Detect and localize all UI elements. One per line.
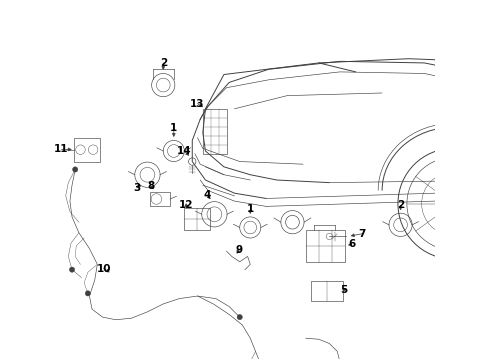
Circle shape bbox=[70, 267, 74, 272]
Text: 2: 2 bbox=[397, 200, 404, 210]
Text: 6: 6 bbox=[348, 239, 355, 249]
Circle shape bbox=[237, 315, 243, 320]
Bar bbox=[184, 208, 210, 230]
Text: 7: 7 bbox=[358, 229, 366, 239]
Text: 12: 12 bbox=[179, 200, 193, 210]
Text: 8: 8 bbox=[147, 181, 155, 191]
Text: 11: 11 bbox=[54, 144, 69, 154]
Circle shape bbox=[85, 291, 91, 296]
Text: 13: 13 bbox=[190, 99, 205, 108]
Bar bbox=[306, 230, 345, 262]
Text: 9: 9 bbox=[235, 244, 242, 255]
Text: 2: 2 bbox=[160, 58, 167, 68]
Bar bbox=[74, 138, 100, 162]
Text: 4: 4 bbox=[203, 190, 211, 200]
Bar bbox=[311, 281, 343, 301]
Bar bbox=[203, 109, 226, 154]
Circle shape bbox=[73, 167, 78, 172]
Text: 1: 1 bbox=[170, 123, 177, 133]
Text: 3: 3 bbox=[133, 183, 141, 193]
Text: 14: 14 bbox=[177, 146, 192, 156]
Text: 10: 10 bbox=[97, 264, 111, 274]
Text: 5: 5 bbox=[341, 285, 348, 295]
Bar bbox=[150, 192, 170, 206]
Text: 1: 1 bbox=[246, 204, 254, 214]
